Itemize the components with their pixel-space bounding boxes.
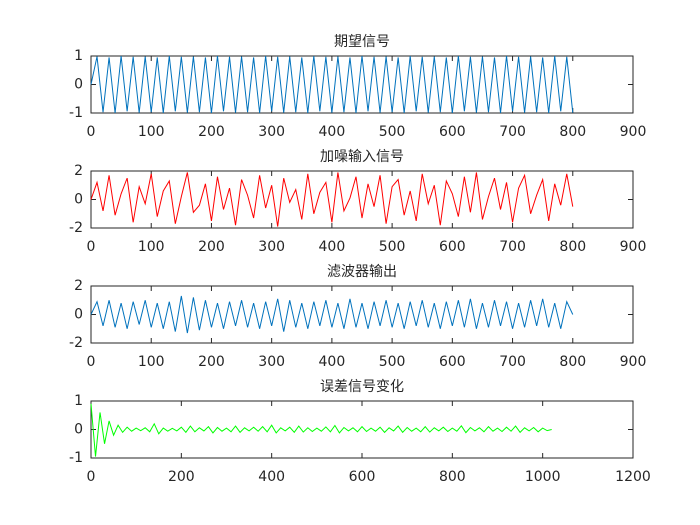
x-tick-label: 900 (620, 124, 647, 140)
x-tick-label: 1200 (615, 469, 651, 485)
y-tick-label: 0 (74, 77, 83, 93)
x-tick-label: 600 (439, 239, 466, 255)
signal-line (90, 172, 574, 227)
x-tick-label: 300 (258, 124, 285, 140)
x-tick-label: 200 (198, 124, 225, 140)
x-tick-label: 0 (87, 239, 96, 255)
y-tick-label: 0 (74, 192, 83, 208)
x-tick-label: 900 (620, 239, 647, 255)
y-tick-label: -1 (69, 105, 83, 121)
x-tick-label: 100 (138, 124, 165, 140)
x-tick-label: 400 (319, 354, 346, 370)
x-tick-label: 0 (87, 354, 96, 370)
x-tick-label: 800 (559, 354, 586, 370)
x-tick-label: 200 (168, 469, 195, 485)
subplot-title: 期望信号 (334, 34, 390, 50)
x-tick-label: 200 (198, 239, 225, 255)
x-tick-label: 500 (379, 124, 406, 140)
x-tick-label: 700 (499, 239, 526, 255)
subplot-title: 滤波器输出 (327, 264, 397, 280)
plot-area (90, 55, 634, 114)
plot-area (90, 285, 634, 344)
x-tick-label: 400 (319, 124, 346, 140)
subplot-title: 误差信号变化 (320, 379, 404, 395)
signal-line (90, 295, 574, 334)
x-tick-label: 700 (499, 124, 526, 140)
x-tick-label: 500 (379, 239, 406, 255)
x-tick-label: 600 (439, 124, 466, 140)
x-tick-label: 500 (379, 354, 406, 370)
signal-line (90, 403, 552, 457)
x-tick-label: 200 (198, 354, 225, 370)
x-tick-label: 700 (499, 354, 526, 370)
y-tick-label: 2 (74, 278, 83, 294)
signal-line (90, 55, 574, 114)
y-tick-label: 1 (74, 48, 83, 64)
x-tick-label: 100 (138, 239, 165, 255)
x-tick-label: 600 (349, 469, 376, 485)
y-tick-label: 1 (74, 393, 83, 409)
x-tick-label: 600 (439, 354, 466, 370)
y-tick-label: 0 (74, 422, 83, 438)
x-tick-label: 100 (138, 354, 165, 370)
x-tick-label: 800 (439, 469, 466, 485)
y-tick-label: 2 (74, 163, 83, 179)
x-tick-label: 0 (87, 469, 96, 485)
x-tick-label: 800 (559, 124, 586, 140)
x-tick-label: 400 (258, 469, 285, 485)
y-tick-label: 0 (74, 307, 83, 323)
y-tick-label: -1 (69, 450, 83, 466)
x-tick-label: 800 (559, 239, 586, 255)
y-tick-label: -2 (69, 335, 83, 351)
x-tick-label: 400 (319, 239, 346, 255)
x-tick-label: 0 (87, 124, 96, 140)
y-tick-label: -2 (69, 220, 83, 236)
subplot-title: 加噪输入信号 (320, 149, 404, 165)
x-tick-label: 300 (258, 239, 285, 255)
x-tick-label: 900 (620, 354, 647, 370)
plot-area (90, 400, 634, 459)
x-tick-label: 1000 (525, 469, 561, 485)
x-tick-label: 300 (258, 354, 285, 370)
